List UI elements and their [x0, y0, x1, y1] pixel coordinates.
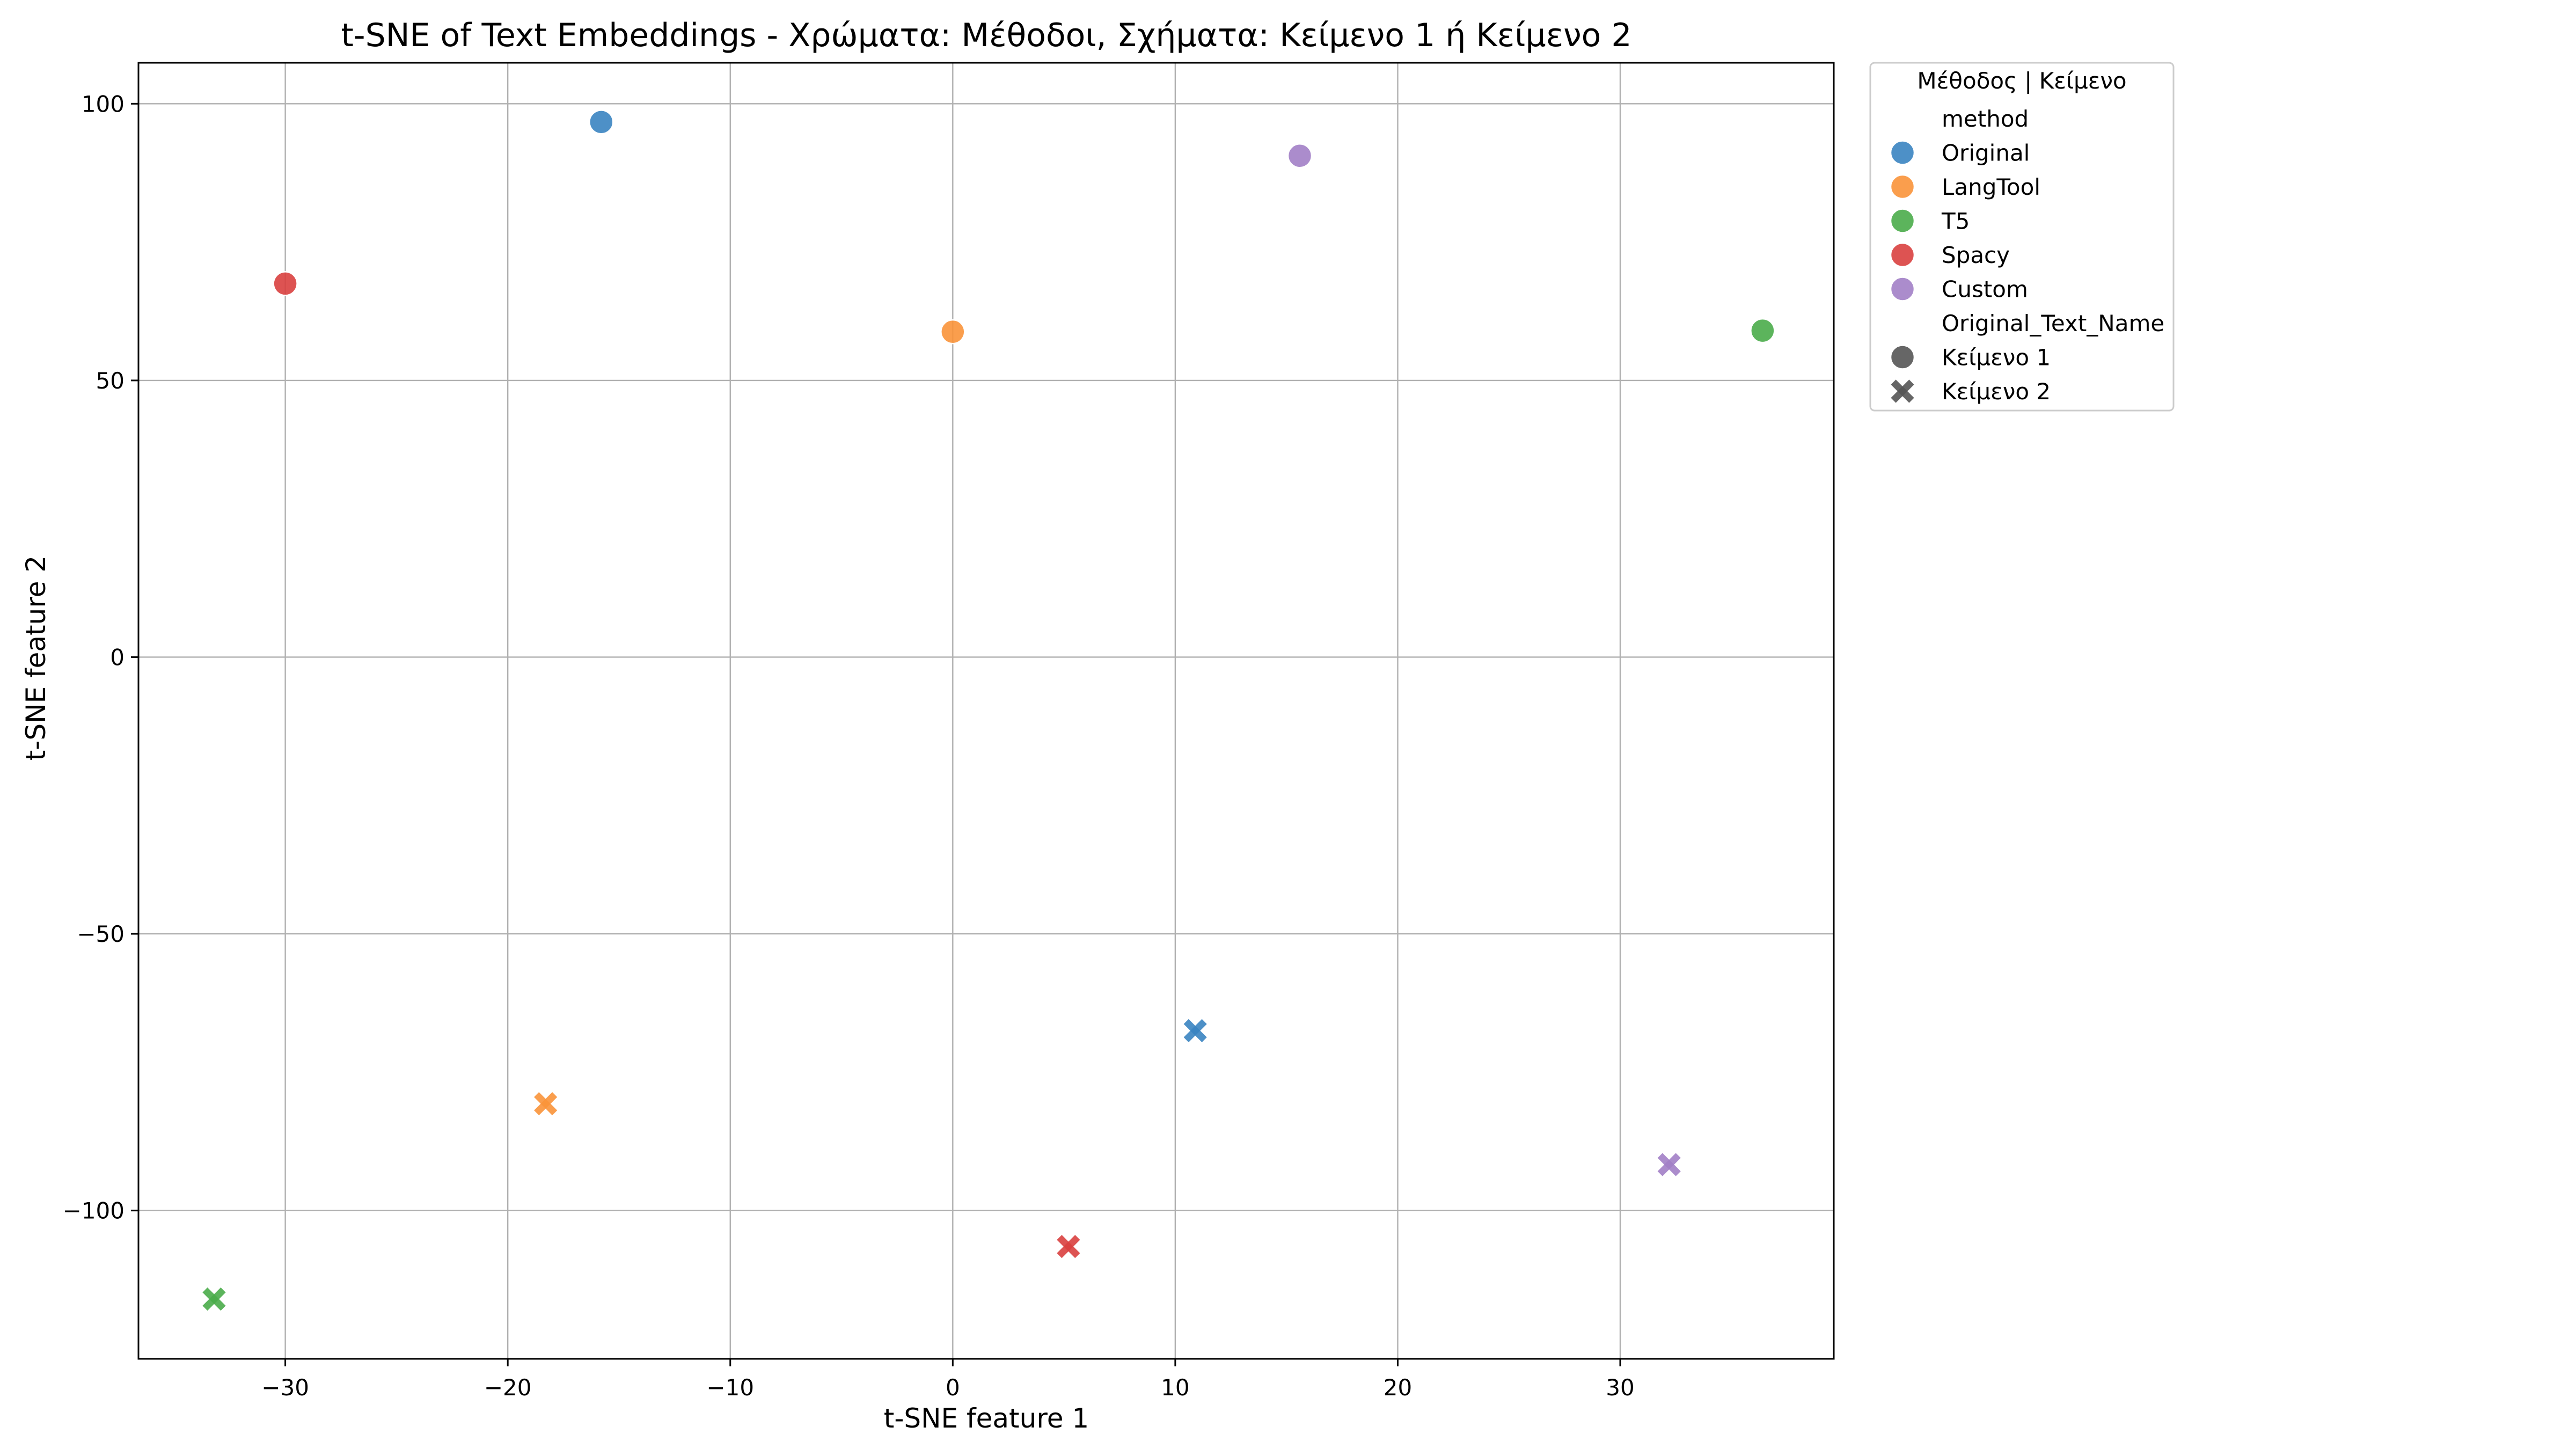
legend-marker-style-1 [1890, 345, 1915, 370]
x-tick-label: 10 [1161, 1374, 1189, 1401]
x-tick-label: −20 [484, 1374, 532, 1401]
y-tick-label: −50 [77, 921, 125, 947]
x-marker-stroke [1057, 1235, 1080, 1258]
x-marker-stroke [202, 1287, 226, 1311]
x-marker-stroke [534, 1092, 558, 1116]
data-points [202, 109, 1775, 1311]
point-t5-text1 [1750, 318, 1775, 343]
point-original-text2 [1183, 1019, 1207, 1043]
point-custom-text2 [1657, 1153, 1681, 1176]
legend-entry-langtool: LangTool [1942, 174, 2040, 200]
legend-style-title: Original_Text_Name [1942, 310, 2164, 336]
x-marker-stroke [1657, 1153, 1681, 1176]
legend-hue-title: method [1942, 106, 2029, 132]
y-tick-label: 100 [82, 91, 125, 117]
x-tick-label: 30 [1606, 1374, 1634, 1401]
legend-entry-t5: T5 [1941, 208, 1970, 235]
legend-marker-spacy [1890, 242, 1915, 268]
y-tick-label: −100 [63, 1198, 125, 1224]
y-tick-label: 0 [110, 644, 125, 670]
point-custom-text1 [1287, 143, 1313, 169]
x-tick-label: 20 [1384, 1374, 1412, 1401]
legend-title: Μέθοδος | Κείμενο [1917, 68, 2126, 94]
legend-marker-custom [1890, 276, 1915, 302]
point-langtool-text2 [534, 1092, 558, 1116]
legend-entry-style-2: Κείμενο 2 [1942, 378, 2051, 405]
x-marker-stroke [1183, 1019, 1207, 1043]
x-marker-stroke [1891, 379, 1914, 403]
legend-marker-style-2 [1891, 379, 1914, 403]
point-t5-text2 [202, 1287, 226, 1311]
legend-marker-original [1890, 140, 1915, 165]
legend-box [1869, 62, 2175, 412]
point-langtool-text1 [940, 319, 965, 345]
x-tick-label: 0 [946, 1374, 960, 1401]
grid [138, 63, 1834, 1359]
y-tick-label: 50 [96, 368, 125, 394]
legend-entry-spacy: Spacy [1942, 242, 2010, 268]
point-spacy-text1 [273, 271, 298, 296]
x-tick-label: −10 [706, 1374, 754, 1401]
x-tick-label: −30 [261, 1374, 309, 1401]
legend-marker-langtool [1890, 174, 1915, 200]
legend-entry-style-1: Κείμενο 1 [1942, 345, 2051, 371]
chart-title: t-SNE of Text Embeddings - Χρώματα: Μέθο… [341, 17, 1631, 54]
legend: Μέθοδος | Κείμενο method Original LangTool T… [1869, 62, 2175, 412]
x-axis-label: t-SNE feature 1 [884, 1403, 1089, 1434]
plot-area-frame [137, 62, 1835, 1360]
y-axis-label: t-SNE feature 2 [20, 555, 52, 761]
point-spacy-text2 [1057, 1235, 1080, 1258]
legend-marker-t5 [1890, 208, 1915, 233]
point-original-text1 [589, 109, 614, 135]
legend-entry-original: Original [1942, 140, 2030, 166]
legend-entry-custom: Custom [1942, 276, 2028, 303]
